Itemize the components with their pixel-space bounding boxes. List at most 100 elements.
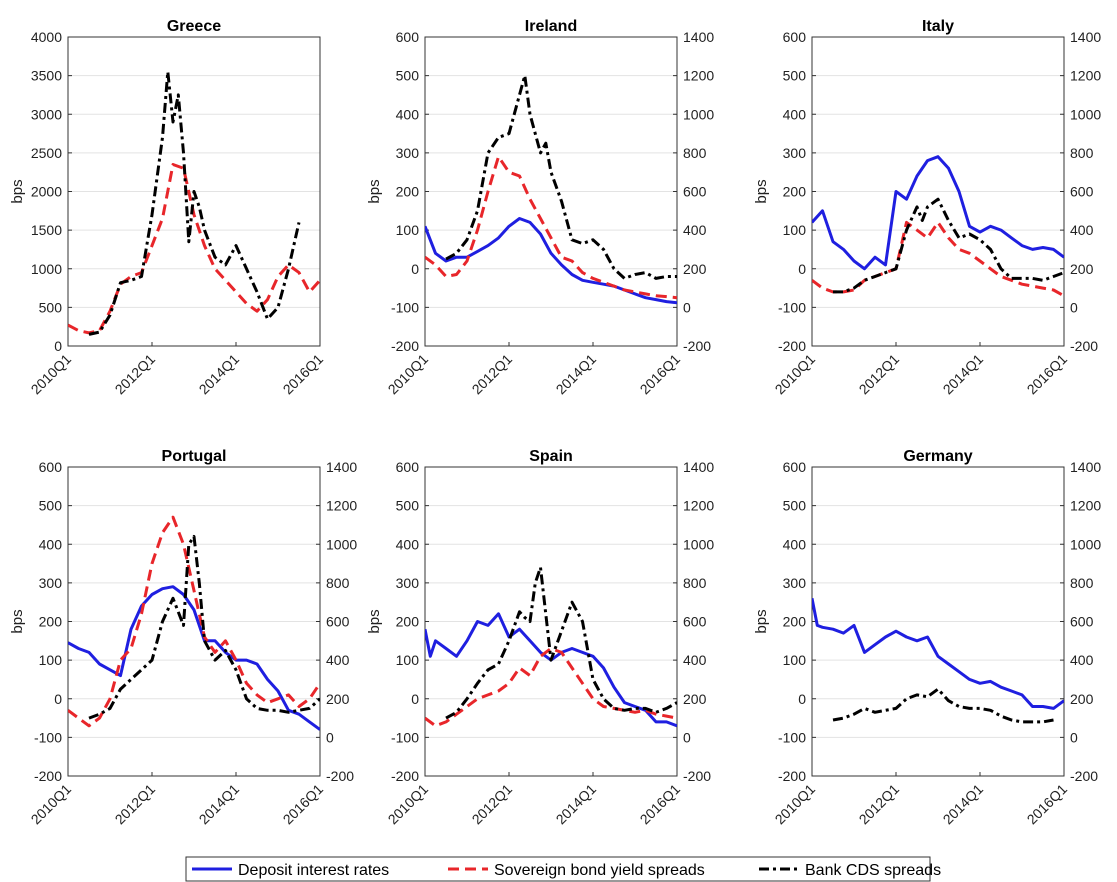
legend-box	[185, 856, 931, 882]
panel-greece: 0 500 1000 1500 2000 2500 3000 3500 4000 2010Q1 20…	[9, 18, 326, 397]
y-tick-label-left: -100	[391, 729, 419, 745]
y-axis-label: bps	[753, 609, 770, 633]
y-tick-label-left: 3500	[31, 68, 62, 84]
y-tick-label-left: 3000	[31, 106, 62, 122]
y-tick-label-right: 1400	[683, 459, 714, 475]
y-tick-label-left: 200	[783, 614, 807, 630]
y-tick-label-right: 600	[1070, 614, 1094, 630]
y-tick-label-right: 600	[683, 614, 707, 630]
x-tick-label: 2012Q1	[469, 781, 516, 828]
y-tick-label-right: 1400	[1070, 29, 1101, 45]
x-tick-label: 2014Q1	[196, 781, 243, 828]
y-tick-label-right: 1400	[326, 459, 357, 475]
x-tick-label: 2014Q1	[196, 351, 243, 398]
y-tick-label-left: 100	[396, 652, 420, 668]
y-tick-label-right: 800	[1070, 145, 1094, 161]
y-tick-label-right: -200	[1070, 338, 1098, 354]
y-tick-label-left: -100	[778, 299, 806, 315]
y-tick-label-right: 600	[326, 614, 350, 630]
y-tick-label-right: 1000	[1070, 536, 1101, 552]
y-tick-label-left: 600	[783, 459, 807, 475]
series-line-deposit-interest-rates	[812, 155, 1064, 271]
y-tick-label-left: -200	[778, 338, 806, 354]
legend: Deposit interest rates Sovereign bond yie…	[185, 856, 941, 882]
y-tick-label-left: 500	[783, 498, 807, 514]
y-tick-label-left: 600	[396, 459, 420, 475]
y-tick-label-left: 500	[783, 68, 807, 84]
x-tick-label: 2016Q1	[280, 781, 327, 828]
y-tick-label-left: 0	[798, 691, 806, 707]
y-tick-label-left: 400	[39, 536, 63, 552]
y-tick-label-right: 1200	[683, 68, 714, 84]
y-tick-label-right: 400	[683, 652, 707, 668]
y-tick-label-right: 400	[1070, 222, 1094, 238]
y-tick-label-left: 1000	[31, 261, 62, 277]
series-line-bank-cds-spreads	[445, 74, 677, 280]
legend-label: Sovereign bond yield spreads	[494, 862, 705, 879]
y-tick-label-left: 4000	[31, 29, 62, 45]
y-tick-label-left: 200	[396, 614, 420, 630]
y-tick-label-left: 400	[396, 106, 420, 122]
y-tick-label-left: 200	[39, 614, 63, 630]
y-tick-label-right: 1400	[1070, 459, 1101, 475]
legend-label: Deposit interest rates	[238, 862, 389, 879]
y-tick-label-right: 1000	[326, 536, 357, 552]
y-tick-label-left: 0	[54, 338, 62, 354]
panel-portugal: -200 -100 0 100 200 300 400 500 600 -200 0 200 400 60…	[9, 448, 357, 827]
y-tick-label-left: 400	[396, 536, 420, 552]
y-tick-label-right: 200	[683, 691, 707, 707]
y-tick-label-right: 400	[1070, 652, 1094, 668]
y-tick-label-right: 600	[683, 184, 707, 200]
y-tick-label-right: 800	[1070, 575, 1094, 591]
x-tick-label: 2010Q1	[772, 781, 819, 828]
series-line-bank-cds-spreads	[88, 535, 320, 720]
y-tick-label-left: -200	[778, 768, 806, 784]
series-line-bank-cds-spreads	[832, 687, 1054, 724]
y-axis-label: bps	[9, 179, 26, 203]
series-line-sovereign-bond-yield-spreads	[425, 155, 677, 300]
y-tick-label-right: 800	[683, 145, 707, 161]
y-tick-label-left: 600	[783, 29, 807, 45]
panel-ireland: -200 -100 0 100 200 300 400 500 600 -200 0 200 400 60…	[366, 18, 714, 397]
y-tick-label-left: 500	[39, 299, 63, 315]
y-tick-label-right: 200	[1070, 261, 1094, 277]
series-line-sovereign-bond-yield-spreads	[425, 647, 677, 728]
y-tick-label-left: 300	[783, 145, 807, 161]
y-tick-label-right: 0	[683, 299, 691, 315]
series-line-deposit-interest-rates	[68, 585, 320, 731]
x-tick-label: 2010Q1	[385, 781, 432, 828]
x-tick-label: 2012Q1	[112, 351, 159, 398]
y-tick-label-left: -200	[391, 768, 419, 784]
y-tick-label-left: 500	[396, 498, 420, 514]
x-tick-label: 2014Q1	[940, 351, 987, 398]
y-axis-label: bps	[753, 179, 770, 203]
series-line-bank-cds-spreads	[833, 197, 1064, 294]
y-tick-label-right: 0	[1070, 729, 1078, 745]
series-line-bank-cds-spreads	[445, 565, 677, 720]
x-tick-label: 2012Q1	[112, 781, 159, 828]
panel-title: Ireland	[525, 18, 577, 35]
y-tick-label-left: 0	[798, 261, 806, 277]
panel-title: Greece	[167, 18, 221, 35]
x-tick-label: 2014Q1	[553, 781, 600, 828]
series-line-sovereign-bond-yield-spreads	[68, 163, 320, 335]
y-axis-label: bps	[366, 179, 383, 203]
y-tick-label-left: 0	[411, 691, 419, 707]
y-tick-label-right: 200	[326, 691, 350, 707]
y-tick-label-left: 300	[396, 145, 420, 161]
y-tick-label-left: -100	[391, 299, 419, 315]
panel-title: Germany	[903, 448, 972, 465]
y-tick-label-right: 1200	[683, 498, 714, 514]
x-tick-label: 2016Q1	[1024, 351, 1071, 398]
y-tick-label-right: -200	[683, 768, 711, 784]
y-tick-label-left: 400	[783, 106, 807, 122]
y-tick-label-right: 1000	[1070, 106, 1101, 122]
x-tick-label: 2010Q1	[772, 351, 819, 398]
panel-title: Spain	[529, 448, 573, 465]
y-axis-label: bps	[366, 609, 383, 633]
x-tick-label: 2016Q1	[637, 351, 684, 398]
x-tick-label: 2014Q1	[553, 351, 600, 398]
y-tick-label-left: 2500	[31, 145, 62, 161]
y-tick-label-right: 1200	[1070, 498, 1101, 514]
y-tick-label-left: 200	[396, 184, 420, 200]
